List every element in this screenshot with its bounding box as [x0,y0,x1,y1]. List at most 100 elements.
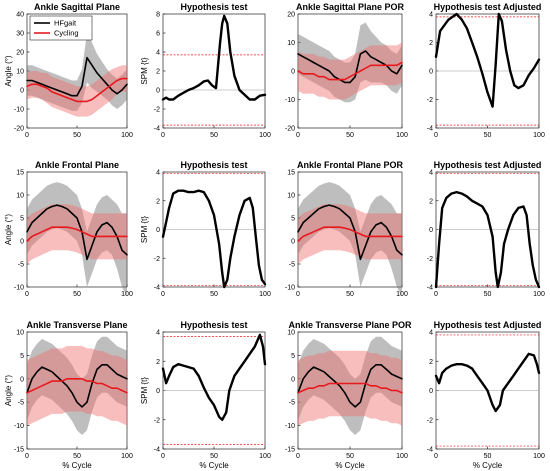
x-tick-label: 50 [484,132,492,139]
y-tick-label: -2 [154,256,160,263]
plot-frame [162,13,266,129]
chart-title: Ankle Transverse Plane POR [288,320,412,330]
y-tick-label: 4 [429,12,433,19]
y-axis-label: Angle (°) [4,55,13,87]
hfgait-mean-line [26,204,128,261]
hfgait-std-band [298,182,402,297]
cycling-std-band [298,350,402,426]
chart-title: Ankle Transverse Plane [26,320,127,330]
y-axis-label: SPM {t} [140,57,149,84]
y-tick-label: 10 [16,69,24,76]
y-tick-label: 2 [429,359,433,366]
x-tick-label: 0 [434,132,438,139]
y-tick-label: -20 [285,126,295,133]
chart-panel: Hypothesis test 0 50 100 -4 -2 0 2 4 SPM {t} [140,160,271,298]
y-tick-label: -5 [289,262,295,269]
y-tick-label: -4 [154,447,160,454]
y-tick-label: -10 [14,285,24,292]
y-tick-label: -2 [427,417,433,424]
y-tick-label: -5 [18,400,24,407]
x-tick-label: 100 [121,132,133,139]
y-tick-label: 30 [16,31,24,38]
x-tick-label: 100 [396,132,408,139]
legend-box [29,15,93,41]
x-tick-label: 0 [434,453,438,460]
x-tick-label: 100 [259,291,271,298]
spm-t-curve [434,352,541,413]
chart-panel: Ankle Sagittal Plane POR 0 50 100 -20 -10 0 10 2… [285,2,408,139]
y-tick-label: -4 [154,126,160,133]
x-tick-label: 0 [296,291,300,298]
chart-panel: Ankle Frontal Plane 0 50 100 -10 -5 0 5 10 15 Angl… [4,160,133,298]
x-tick-label: 100 [121,291,133,298]
y-tick-label: 4 [156,170,160,177]
cycling-std-band [27,346,127,426]
hfgait-mean-line [26,364,128,408]
chart-title: Ankle Frontal Plane POR [297,160,404,170]
cycling-mean-line [297,226,403,242]
y-tick-label: 10 [16,330,24,337]
y-tick-label: 4 [156,330,160,337]
chart-panel: Hypothesis test Adjusted 0 50 100 -4 -2 0 2 4 % C… [427,320,545,470]
y-tick-label: -2 [154,417,160,424]
y-tick-label: 5 [20,353,24,360]
x-tick-label: 100 [533,453,545,460]
y-tick-label: -10 [285,285,295,292]
x-tick-label: 0 [25,291,29,298]
y-tick-label: 0 [429,69,433,76]
hfgait-std-band [298,22,402,103]
y-axis-label: Angle (°) [4,214,13,246]
y-tick-label: -10 [285,423,295,430]
cycling-std-band [298,42,402,100]
x-tick-label: 50 [346,132,354,139]
x-tick-label: 50 [210,291,218,298]
chart-title: Hypothesis test [180,160,247,170]
x-tick-label: 100 [259,132,271,139]
y-tick-label: 8 [156,12,160,19]
x-tick-label: 100 [396,291,408,298]
y-tick-label: 15 [16,170,24,177]
x-tick-label: 50 [346,291,354,298]
cycling-mean-line [297,61,403,81]
chart-panel: Hypothesis test 0 50 100 -4 -2 0 2 4 SPM {t} % Cyc… [140,320,271,470]
chart-panel: Ankle Frontal Plane POR 0 50 100 -10 -5 0 5 10 15 [285,160,408,298]
x-tick-label: 50 [73,132,81,139]
y-tick-label: 20 [16,50,24,57]
chart-title: Hypothesis test [180,2,247,12]
x-tick-label: 50 [210,453,218,460]
chart-panel: Hypothesis test Adjusted 0 50 100 -4 -2 0 2 4 [427,160,545,298]
x-axis-label: % Cycle [199,461,229,470]
y-tick-label: 0 [156,227,160,234]
y-tick-label: -5 [289,400,295,407]
y-tick-label: 0 [291,239,295,246]
y-tick-label: 0 [20,239,24,246]
spm-t-curve [161,333,267,421]
y-tick-label: -10 [14,107,24,114]
y-tick-label: -10 [14,423,24,430]
x-axis-label: % Cycle [473,461,503,470]
y-tick-label: -20 [14,126,24,133]
spm-t-curve [161,14,267,101]
y-tick-label: 2 [156,198,160,205]
y-tick-label: -10 [285,97,295,104]
y-tick-label: -4 [427,447,433,454]
x-axis-label: % Cycle [62,461,92,470]
y-tick-label: 5 [20,216,24,223]
y-tick-label: 10 [16,193,24,200]
y-tick-label: 0 [291,376,295,383]
chart-panel: Hypothesis test 0 50 100 -4 -2 0 2 4 6 8 SPM {t} [140,2,271,139]
chart-title: Ankle Frontal Plane [35,160,119,170]
y-tick-label: 0 [291,69,295,76]
y-tick-label: -5 [18,262,24,269]
x-tick-label: 0 [25,453,29,460]
chart-title: Ankle Sagittal Plane POR [296,2,405,12]
y-axis-label: Angle (°) [4,375,13,407]
x-tick-label: 0 [296,453,300,460]
x-tick-label: 50 [73,291,81,298]
cycling-mean-line [26,378,128,394]
x-tick-label: 100 [396,453,408,460]
y-tick-label: -4 [427,285,433,292]
y-tick-label: 5 [291,353,295,360]
